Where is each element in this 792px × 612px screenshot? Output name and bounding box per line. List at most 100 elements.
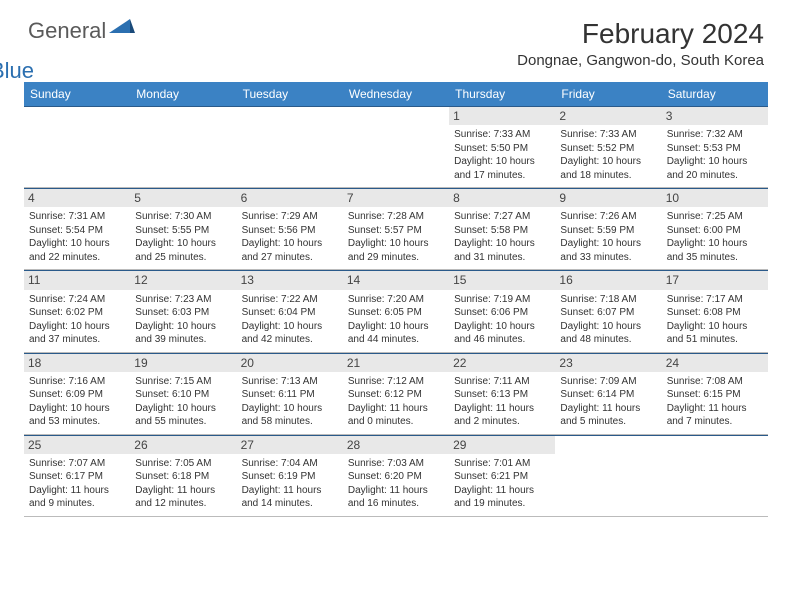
day-cell: 2Sunrise: 7:33 AMSunset: 5:52 PMDaylight…: [555, 107, 661, 187]
daylight-text: and 35 minutes.: [667, 251, 763, 265]
day-number: 13: [237, 271, 343, 289]
day-cell: 26Sunrise: 7:05 AMSunset: 6:18 PMDayligh…: [130, 436, 236, 516]
day-cell: 28Sunrise: 7:03 AMSunset: 6:20 PMDayligh…: [343, 436, 449, 516]
daylight-text: and 12 minutes.: [135, 497, 231, 511]
daylight-text: and 37 minutes.: [29, 333, 125, 347]
daylight-text: Daylight: 11 hours: [29, 484, 125, 498]
day-number: 19: [130, 354, 236, 372]
calendar: Sunday Monday Tuesday Wednesday Thursday…: [24, 82, 768, 517]
sunrise-text: Sunrise: 7:28 AM: [348, 210, 444, 224]
day-cell: 27Sunrise: 7:04 AMSunset: 6:19 PMDayligh…: [237, 436, 343, 516]
day-number: 6: [237, 189, 343, 207]
sunset-text: Sunset: 6:00 PM: [667, 224, 763, 238]
sunrise-text: Sunrise: 7:13 AM: [242, 375, 338, 389]
daylight-text: Daylight: 10 hours: [348, 237, 444, 251]
daylight-text: and 20 minutes.: [667, 169, 763, 183]
sunset-text: Sunset: 6:06 PM: [454, 306, 550, 320]
sunset-text: Sunset: 6:02 PM: [29, 306, 125, 320]
sunset-text: Sunset: 6:21 PM: [454, 470, 550, 484]
daylight-text: and 25 minutes.: [135, 251, 231, 265]
sunrise-text: Sunrise: 7:22 AM: [242, 293, 338, 307]
logo-text-general: General: [28, 18, 106, 43]
day-cell: 8Sunrise: 7:27 AMSunset: 5:58 PMDaylight…: [449, 189, 555, 269]
day-cell: 7Sunrise: 7:28 AMSunset: 5:57 PMDaylight…: [343, 189, 449, 269]
daylight-text: Daylight: 10 hours: [135, 320, 231, 334]
day-number: 16: [555, 271, 661, 289]
day-cell: 3Sunrise: 7:32 AMSunset: 5:53 PMDaylight…: [662, 107, 768, 187]
day-number: 29: [449, 436, 555, 454]
week-row: 11Sunrise: 7:24 AMSunset: 6:02 PMDayligh…: [24, 270, 768, 352]
daylight-text: and 48 minutes.: [560, 333, 656, 347]
day-number: 23: [555, 354, 661, 372]
sunset-text: Sunset: 5:54 PM: [29, 224, 125, 238]
sunset-text: Sunset: 5:58 PM: [454, 224, 550, 238]
day-cell: 1Sunrise: 7:33 AMSunset: 5:50 PMDaylight…: [449, 107, 555, 187]
day-number: [130, 107, 236, 125]
sunset-text: Sunset: 6:14 PM: [560, 388, 656, 402]
sunset-text: Sunset: 6:17 PM: [29, 470, 125, 484]
daylight-text: and 29 minutes.: [348, 251, 444, 265]
daylight-text: Daylight: 10 hours: [29, 402, 125, 416]
daylight-text: Daylight: 10 hours: [242, 402, 338, 416]
day-cell: 24Sunrise: 7:08 AMSunset: 6:15 PMDayligh…: [662, 354, 768, 434]
weekday-header: Tuesday: [237, 82, 343, 106]
day-cell: 25Sunrise: 7:07 AMSunset: 6:17 PMDayligh…: [24, 436, 130, 516]
day-number: [24, 107, 130, 125]
day-number: [662, 436, 768, 454]
daylight-text: and 31 minutes.: [454, 251, 550, 265]
sunset-text: Sunset: 6:10 PM: [135, 388, 231, 402]
sunset-text: Sunset: 6:20 PM: [348, 470, 444, 484]
daylight-text: Daylight: 10 hours: [242, 320, 338, 334]
day-number: 22: [449, 354, 555, 372]
daylight-text: and 18 minutes.: [560, 169, 656, 183]
sunrise-text: Sunrise: 7:24 AM: [29, 293, 125, 307]
sunrise-text: Sunrise: 7:29 AM: [242, 210, 338, 224]
sunset-text: Sunset: 6:08 PM: [667, 306, 763, 320]
daylight-text: Daylight: 10 hours: [454, 320, 550, 334]
daylight-text: and 9 minutes.: [29, 497, 125, 511]
sunrise-text: Sunrise: 7:26 AM: [560, 210, 656, 224]
day-cell: [130, 107, 236, 187]
daylight-text: Daylight: 11 hours: [135, 484, 231, 498]
day-number: 8: [449, 189, 555, 207]
daylight-text: and 7 minutes.: [667, 415, 763, 429]
day-cell: [24, 107, 130, 187]
week-row: 18Sunrise: 7:16 AMSunset: 6:09 PMDayligh…: [24, 353, 768, 435]
sunrise-text: Sunrise: 7:33 AM: [560, 128, 656, 142]
weekday-header-row: Sunday Monday Tuesday Wednesday Thursday…: [24, 82, 768, 106]
day-cell: 22Sunrise: 7:11 AMSunset: 6:13 PMDayligh…: [449, 354, 555, 434]
sunset-text: Sunset: 5:56 PM: [242, 224, 338, 238]
day-number: 15: [449, 271, 555, 289]
day-cell: 14Sunrise: 7:20 AMSunset: 6:05 PMDayligh…: [343, 271, 449, 351]
daylight-text: and 2 minutes.: [454, 415, 550, 429]
day-number: 10: [662, 189, 768, 207]
daylight-text: Daylight: 11 hours: [348, 402, 444, 416]
sunrise-text: Sunrise: 7:12 AM: [348, 375, 444, 389]
sunrise-text: Sunrise: 7:25 AM: [667, 210, 763, 224]
day-cell: 6Sunrise: 7:29 AMSunset: 5:56 PMDaylight…: [237, 189, 343, 269]
day-number: [343, 107, 449, 125]
daylight-text: and 5 minutes.: [560, 415, 656, 429]
day-cell: 9Sunrise: 7:26 AMSunset: 5:59 PMDaylight…: [555, 189, 661, 269]
daylight-text: Daylight: 10 hours: [667, 155, 763, 169]
daylight-text: Daylight: 10 hours: [560, 237, 656, 251]
sunset-text: Sunset: 5:59 PM: [560, 224, 656, 238]
title-block: February 2024 Dongnae, Gangwon-do, South…: [517, 18, 764, 69]
day-number: 14: [343, 271, 449, 289]
daylight-text: Daylight: 11 hours: [667, 402, 763, 416]
daylight-text: Daylight: 10 hours: [29, 320, 125, 334]
sunrise-text: Sunrise: 7:09 AM: [560, 375, 656, 389]
week-row: 1Sunrise: 7:33 AMSunset: 5:50 PMDaylight…: [24, 106, 768, 188]
daylight-text: and 16 minutes.: [348, 497, 444, 511]
daylight-text: and 27 minutes.: [242, 251, 338, 265]
daylight-text: and 19 minutes.: [454, 497, 550, 511]
day-number: 25: [24, 436, 130, 454]
location-text: Dongnae, Gangwon-do, South Korea: [517, 52, 764, 69]
daylight-text: and 55 minutes.: [135, 415, 231, 429]
month-title: February 2024: [517, 18, 764, 50]
sunrise-text: Sunrise: 7:19 AM: [454, 293, 550, 307]
daylight-text: Daylight: 10 hours: [135, 237, 231, 251]
weekday-header: Monday: [130, 82, 236, 106]
day-cell: 15 Sunrise: 7:19 AMSunset: 6:06 PMDayligh…: [449, 271, 555, 351]
daylight-text: and 58 minutes.: [242, 415, 338, 429]
